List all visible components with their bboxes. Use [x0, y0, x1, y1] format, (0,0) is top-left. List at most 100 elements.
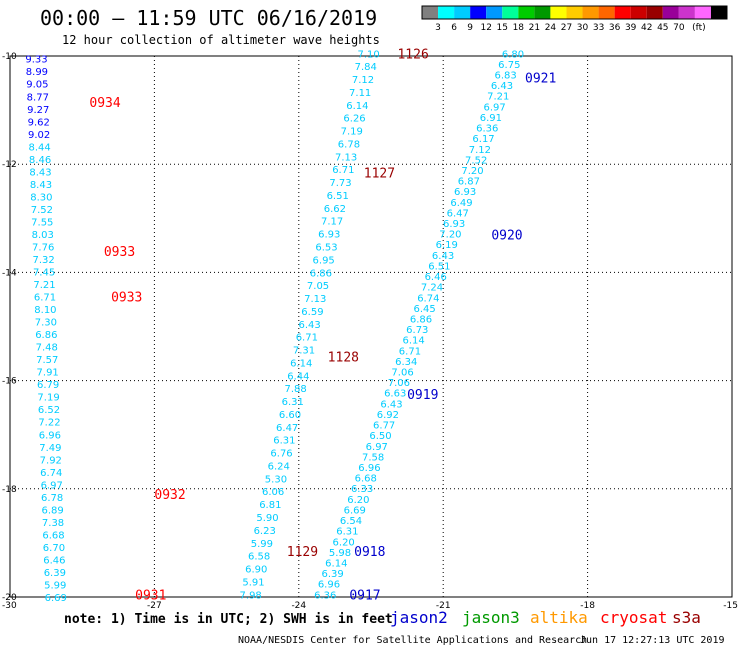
swh-data-label: 6.31 [273, 436, 295, 447]
swh-data-label: 6.93 [318, 230, 340, 241]
swh-data-label: 7.88 [284, 384, 306, 395]
swh-data-label: 6.92 [377, 410, 399, 421]
swh-data-label: 6.54 [340, 516, 362, 527]
y-tick-label: -18 [2, 485, 17, 495]
swh-data-label: 6.78 [338, 139, 360, 150]
colorbar-label: 6 [451, 23, 457, 33]
time-label: 1126 [397, 47, 428, 62]
swh-data-label: 6.39 [322, 569, 344, 580]
swh-data-label: 6.97 [483, 102, 505, 113]
colorbar-swatch [710, 6, 727, 19]
swh-data-label: 7.84 [355, 62, 377, 73]
swh-data-label: 6.20 [347, 495, 369, 506]
swh-data-label: 7.76 [32, 242, 54, 253]
colorbar-label: 9 [467, 23, 473, 33]
footer-credit: NOAA/NESDIS Center for Satellite Applica… [238, 635, 588, 646]
x-tick-label: -27 [147, 601, 162, 611]
swh-data-label: 6.78 [41, 493, 63, 504]
swh-data-label: 7.31 [293, 346, 315, 357]
swh-data-label: 8.10 [34, 305, 56, 316]
x-tick-label: -18 [580, 601, 595, 611]
swh-data-label: 9.02 [28, 130, 50, 141]
swh-data-label: 9.27 [27, 105, 49, 116]
swh-data-label: 8.43 [29, 167, 51, 178]
swh-data-label: 7.21 [33, 280, 55, 291]
swh-data-label: 6.96 [39, 430, 61, 441]
swh-data-label: 5.90 [256, 513, 278, 524]
colorbar-label: 45 [657, 23, 668, 33]
colorbar-label: 15 [497, 23, 508, 33]
swh-data-label: 8.03 [32, 230, 54, 241]
y-tick-label: -14 [2, 268, 17, 278]
swh-data-label: 6.46 [43, 555, 65, 566]
time-label: 0934 [89, 96, 120, 111]
colorbar-label: 39 [625, 23, 637, 33]
colorbar-label: 18 [513, 23, 525, 33]
swh-data-label: 6.51 [428, 261, 450, 272]
colorbar-frame [421, 5, 728, 20]
swh-data-label: 8.43 [30, 180, 52, 191]
swh-data-label: 6.68 [42, 530, 64, 541]
x-tick-label: -21 [436, 601, 451, 611]
swh-data-label: 6.53 [315, 243, 337, 254]
legend-cryosat: cryosat [600, 608, 668, 627]
swh-data-label: 6.71 [34, 293, 56, 304]
time-label: 1127 [364, 166, 395, 181]
swh-data-label: 6.51 [327, 191, 349, 202]
swh-data-label: 7.32 [33, 255, 55, 266]
swh-data-label: 6.93 [454, 187, 476, 198]
swh-data-label: 6.74 [417, 293, 439, 304]
x-tick-label: -30 [2, 601, 17, 611]
colorbar-swatch [694, 6, 711, 19]
colorbar-label: 27 [561, 23, 572, 33]
swh-data-label: 7.19 [37, 393, 59, 404]
swh-data-label: 6.79 [37, 380, 59, 391]
swh-data-label: 6.91 [480, 113, 502, 124]
swh-data-label: 6.14 [402, 336, 424, 347]
time-label: 0920 [491, 229, 522, 244]
plot-frame [9, 55, 733, 598]
swh-data-label: 6.20 [333, 537, 355, 548]
time-label: 0919 [407, 388, 438, 403]
colorbar-label: 3 [435, 23, 441, 33]
time-label: 1129 [287, 545, 318, 560]
time-label: 0917 [349, 588, 380, 603]
swh-data-label: 7.48 [36, 343, 58, 354]
swh-data-label: 6.71 [399, 346, 421, 357]
colorbar-label: 21 [529, 23, 540, 33]
swh-data-label: 7.45 [33, 268, 55, 279]
colorbar-label: 30 [577, 23, 589, 33]
colorbar-swatch [534, 6, 551, 19]
swh-data-label: 7.20 [461, 166, 483, 177]
x-tick-label: -15 [723, 601, 738, 611]
swh-data-label: 6.39 [44, 568, 66, 579]
colorbar-label: 33 [593, 23, 604, 33]
swh-data-label: 6.96 [318, 580, 340, 591]
swh-data-label: 7.22 [38, 418, 60, 429]
colorbar-swatch [502, 6, 519, 19]
x-tick-label: -24 [291, 601, 306, 611]
swh-data-label: 6.24 [268, 461, 290, 472]
swh-data-label: 7.98 [240, 590, 262, 601]
colorbar-swatch [630, 6, 647, 19]
swh-data-label: 5.99 [251, 539, 273, 550]
swh-data-label: 6.93 [443, 219, 465, 230]
swh-data-label: 6.14 [346, 101, 368, 112]
swh-data-label: 6.06 [262, 487, 284, 498]
footer-timestamp: Jun 17 12:27:13 UTC 2019 [580, 635, 725, 646]
swh-data-label: 7.52 [465, 155, 487, 166]
colorbar-label: (ft) [692, 23, 706, 33]
swh-data-label: 8.77 [27, 92, 49, 103]
legend-jason2: jason2 [390, 608, 448, 627]
colorbar-swatch [438, 6, 455, 19]
swh-data-label: 7.58 [362, 452, 384, 463]
swh-data-label: 6.45 [414, 304, 436, 315]
time-label: 0921 [525, 72, 556, 87]
colorbar-swatch [678, 6, 695, 19]
colorbar-swatch [646, 6, 663, 19]
swh-data-label: 6.31 [336, 527, 358, 538]
swh-data-label: 6.86 [410, 314, 432, 325]
swh-data-label: 6.36 [314, 590, 336, 601]
swh-data-label: 7.38 [42, 518, 64, 529]
